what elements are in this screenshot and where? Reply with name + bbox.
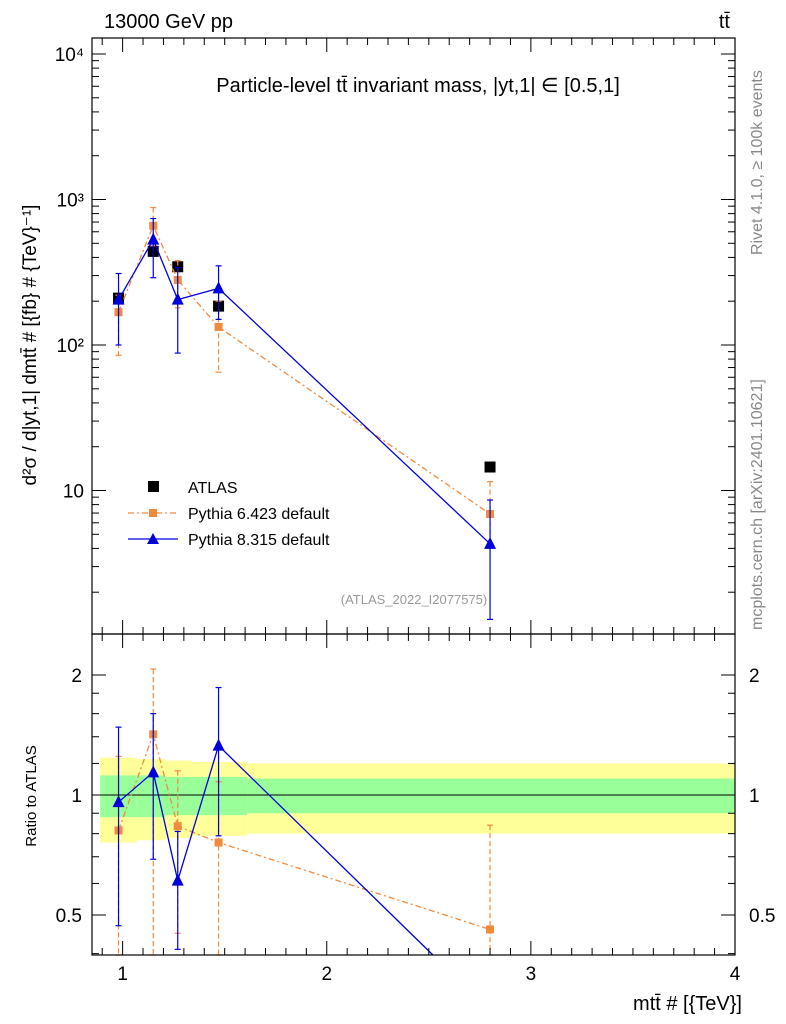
ratio-pythia8-point xyxy=(112,795,125,808)
x-tick-label: 1 xyxy=(117,964,128,985)
x-tick-label: 3 xyxy=(526,964,537,985)
ratio-pythia6-point xyxy=(486,925,495,934)
ratio-y-tick-label: 0.5 xyxy=(56,906,82,927)
pythia8-point xyxy=(147,232,160,245)
ratio-band-inner xyxy=(136,775,166,818)
ratio-pythia6-point xyxy=(173,822,182,831)
y-axis-label: d²σ / d|yt,1| dmtt̄ # [{fb} # {TeV}⁻¹] xyxy=(20,205,41,486)
atlas-data-point xyxy=(484,461,496,473)
y-tick-label: 10³ xyxy=(57,191,84,212)
pythia8-point xyxy=(171,292,184,305)
pythia8-point xyxy=(112,292,125,305)
ratio-pythia8-point xyxy=(147,765,160,778)
y-tick-label: 10⁴ xyxy=(55,45,84,66)
legend-atlas-marker xyxy=(148,481,159,492)
ratio-y-tick-label: 1 xyxy=(71,786,82,807)
ratio-plot-panel: Ratio to ATLAS mtt̄ # [{TeV}] 1 2 3 4 0.5 0.5… xyxy=(23,633,775,1015)
energy-label: 13000 GeV pp xyxy=(104,11,233,33)
pythia8-line xyxy=(117,238,491,545)
legend: ATLAS Pythia 6.423 default Pythia 8.315 … xyxy=(128,480,330,549)
ratio-band-inner xyxy=(247,778,735,814)
plot-title: Particle-level tt̄ invariant mass, |yt,1… xyxy=(216,75,620,97)
pythia6-line xyxy=(117,224,491,515)
pythia6-point xyxy=(214,322,223,331)
x-tick-label: 2 xyxy=(321,964,332,985)
ratio-band-inner xyxy=(165,776,193,816)
rivet-version-label: Rivet 4.1.0, ≥ 100k events xyxy=(749,70,766,255)
x-tick-label: 4 xyxy=(730,964,741,985)
legend-pythia8-label: Pythia 8.315 default xyxy=(188,532,330,549)
ratio-y-tick-label: 2 xyxy=(71,666,82,687)
ratio-y-tick-label-right: 0.5 xyxy=(749,906,775,927)
x-axis-label: mtt̄ # [{TeV}] xyxy=(633,993,742,1015)
legend-pythia8-marker xyxy=(147,533,159,544)
ratio-y-axis-label: Ratio to ATLAS xyxy=(23,745,40,846)
ratio-pythia8-point xyxy=(171,873,184,886)
y-tick-label: 10 xyxy=(63,482,84,503)
ratio-pythia6-point xyxy=(214,838,223,847)
legend-atlas-label: ATLAS xyxy=(188,480,238,497)
legend-pythia6-label: Pythia 6.423 default xyxy=(188,506,330,523)
pythia8-point xyxy=(212,281,225,294)
main-plot-panel: Particle-level tt̄ invariant mass, |yt,1… xyxy=(20,37,736,635)
pythia8-point xyxy=(484,536,497,549)
process-label: tt̄ xyxy=(719,11,731,33)
analysis-watermark: (ATLAS_2022_I2077575) xyxy=(341,592,487,607)
ratio-pythia8-point xyxy=(212,738,225,751)
ratio-y-tick-label-right: 1 xyxy=(749,786,760,807)
y-tick-label: 10² xyxy=(57,336,84,357)
atlas-data-point xyxy=(172,261,184,273)
ratio-y-tick-label-right: 2 xyxy=(749,666,760,687)
legend-pythia6-marker xyxy=(149,509,157,517)
ratio-band-inner xyxy=(192,776,248,816)
mcplots-label: mcplots.cern.ch [arXiv:2401.10621] xyxy=(749,379,766,630)
